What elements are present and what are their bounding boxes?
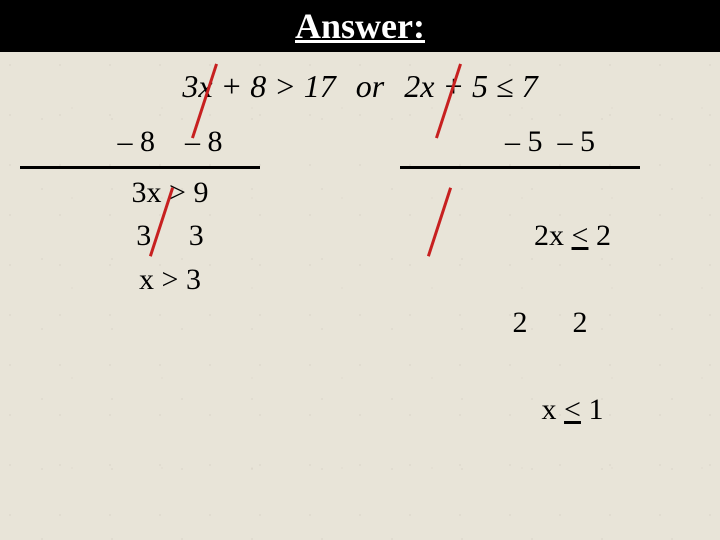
equation-right: 2x + 5 ≤ 7 xyxy=(404,68,537,104)
right-result-op: < xyxy=(564,393,581,426)
right-result-lhs: x xyxy=(542,393,565,426)
left-column: – 8 – 8 3x > 9 3 3 x > 3 xyxy=(50,120,290,475)
right-column: – 5 – 5 2x < 2 2 2 x < 1 xyxy=(430,120,670,475)
equation-connector: or xyxy=(356,68,384,104)
page-title: Answer: xyxy=(295,5,425,47)
right-line2: 2x < 2 xyxy=(430,171,670,302)
right-line2-rhs: 2 xyxy=(588,219,611,252)
right-line2-lhs: 2x xyxy=(534,219,572,252)
title-bar: Answer: xyxy=(0,0,720,52)
left-result: x > 3 xyxy=(50,258,290,302)
equation-row: 3x + 8 > 17 or 2x + 5 ≤ 7 xyxy=(0,68,720,105)
right-result-rhs: 1 xyxy=(581,393,604,426)
right-div-step: 2 2 xyxy=(430,301,670,345)
left-sub-step: – 8 – 8 xyxy=(50,120,290,164)
left-div-step: 3 3 xyxy=(50,214,290,258)
right-result: x < 1 xyxy=(430,345,670,476)
right-hline-1 xyxy=(400,166,640,169)
right-line2-op: < xyxy=(572,219,589,252)
right-sub-step: – 5 – 5 xyxy=(430,120,670,164)
left-hline-1 xyxy=(20,166,260,169)
work-area: – 8 – 8 3x > 9 3 3 x > 3 – 5 – 5 2x < 2 … xyxy=(0,120,720,475)
